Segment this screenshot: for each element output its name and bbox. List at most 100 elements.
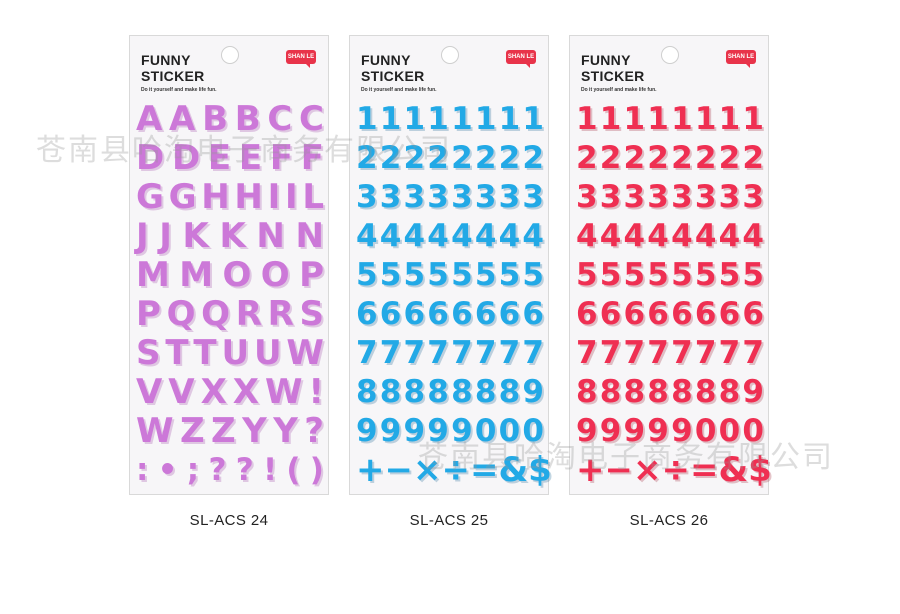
sticker-glyph: 8 bbox=[498, 374, 521, 410]
sticker-glyph: A bbox=[169, 99, 196, 139]
sticker-glyph: 2 bbox=[671, 140, 693, 176]
sticker-glyph: 9 bbox=[403, 413, 426, 449]
sticker-glyph: 3 bbox=[718, 179, 741, 215]
sticker-glyph: 6 bbox=[403, 296, 426, 332]
sticker-glyph: ? bbox=[208, 452, 227, 488]
sticker-glyph: 4 bbox=[599, 218, 622, 254]
sticker-glyph: 0 bbox=[694, 413, 717, 449]
watermark-text: 苍南县哈淘电子商务有限公司 bbox=[418, 440, 834, 475]
sticker-glyph: 5 bbox=[403, 257, 426, 293]
sticker-glyph: 8 bbox=[623, 374, 646, 410]
sticker-glyph: 7 bbox=[451, 335, 473, 371]
sticker-glyph: N bbox=[256, 216, 285, 256]
sticker-glyph: H bbox=[234, 177, 263, 217]
sticker-glyph: H bbox=[201, 177, 230, 217]
sticker-glyph: F bbox=[300, 138, 324, 178]
sticker-glyph: 8 bbox=[474, 374, 497, 410]
sticker-glyph: 2 bbox=[451, 140, 473, 176]
brand-line-2: STICKER bbox=[141, 68, 205, 84]
sticker-glyph: 5 bbox=[356, 257, 378, 293]
sticker-glyph: 7 bbox=[474, 335, 497, 371]
sticker-glyph: W bbox=[264, 372, 303, 412]
sticker-glyph: 4 bbox=[694, 218, 717, 254]
sticker-row: + − × ÷ = & $ bbox=[356, 450, 552, 490]
sticker-glyph: 8 bbox=[576, 374, 598, 410]
sticker-glyph: 2 bbox=[403, 140, 426, 176]
brand-title: FUNNY STICKER bbox=[581, 52, 645, 84]
sticker-glyph: ÷ bbox=[661, 450, 691, 490]
tagline: Do it yourself and make life fun. bbox=[581, 87, 657, 93]
sticker-glyph: 5 bbox=[623, 257, 646, 293]
sticker-glyph: 4 bbox=[718, 218, 741, 254]
sticker-glyph: U bbox=[221, 333, 250, 373]
sticker-glyph: 1 bbox=[576, 101, 598, 137]
sticker-glyph: 1 bbox=[599, 101, 622, 137]
sticker-glyph: O bbox=[222, 255, 252, 295]
sticker-glyph: = bbox=[690, 450, 719, 490]
sticker-card-24: FUNNY STICKER Do it yourself and make li… bbox=[129, 35, 329, 495]
sticker-glyph: 3 bbox=[474, 179, 497, 215]
sticker-glyph: X bbox=[232, 372, 259, 412]
sticker-glyph: 2 bbox=[718, 140, 741, 176]
sticker-glyph: ? bbox=[304, 411, 324, 451]
sticker-glyph: ! bbox=[308, 372, 324, 412]
sticker-glyph: 7 bbox=[742, 335, 764, 371]
sticker-glyph: T bbox=[165, 333, 189, 373]
sticker-glyph: 7 bbox=[522, 335, 544, 371]
hang-hole-icon bbox=[441, 46, 459, 64]
sticker-glyph: 3 bbox=[356, 179, 378, 215]
sticker-glyph: S bbox=[299, 294, 324, 334]
sticker-card-25: FUNNY STICKER Do it yourself and make li… bbox=[349, 35, 552, 495]
sticker-glyph: S bbox=[136, 333, 161, 373]
sticker-glyph: 4 bbox=[356, 218, 378, 254]
sticker-glyph: 3 bbox=[742, 179, 764, 215]
sticker-glyph: Y bbox=[273, 411, 298, 451]
sticker-glyph: O bbox=[260, 255, 290, 295]
sticker-glyph: 6 bbox=[379, 296, 402, 332]
sticker-glyph: 7 bbox=[427, 335, 449, 371]
brand-logo: SHAN LE bbox=[286, 50, 316, 68]
sticker-glyph: I bbox=[267, 177, 281, 217]
sticker-glyph: 2 bbox=[647, 140, 669, 176]
sticker-glyph: 5 bbox=[576, 257, 598, 293]
sticker-glyph: 6 bbox=[498, 296, 521, 332]
sticker-glyph: 7 bbox=[718, 335, 741, 371]
sticker-glyph: 2 bbox=[474, 140, 497, 176]
sticker-glyph: 3 bbox=[522, 179, 544, 215]
sticker-glyph: × bbox=[413, 450, 442, 490]
sticker-glyph: − bbox=[604, 450, 634, 490]
sticker-glyph: = bbox=[470, 450, 499, 490]
sticker-glyph: A bbox=[136, 99, 163, 139]
sticker-row: V V X X W! bbox=[136, 373, 324, 412]
brand-line-2: STICKER bbox=[361, 68, 425, 84]
sticker-glyph: 9 bbox=[742, 374, 764, 410]
brand-logo: SHAN LE bbox=[726, 50, 756, 68]
sticker-glyph: J bbox=[159, 216, 172, 256]
sticker-glyph: 2 bbox=[427, 140, 449, 176]
sticker-glyph: 1 bbox=[403, 101, 426, 137]
sticker-glyph: 8 bbox=[379, 374, 402, 410]
sticker-glyph: 4 bbox=[403, 218, 426, 254]
sticker-glyph: 5 bbox=[694, 257, 717, 293]
sticker-glyph: ÷ bbox=[441, 450, 471, 490]
sticker-glyph: 2 bbox=[576, 140, 598, 176]
sticker-glyph: 8 bbox=[451, 374, 473, 410]
sticker-glyph: B bbox=[234, 99, 261, 139]
sticker-glyph: 3 bbox=[623, 179, 646, 215]
sticker-glyph: 7 bbox=[599, 335, 622, 371]
sticker-glyph: 7 bbox=[403, 335, 426, 371]
